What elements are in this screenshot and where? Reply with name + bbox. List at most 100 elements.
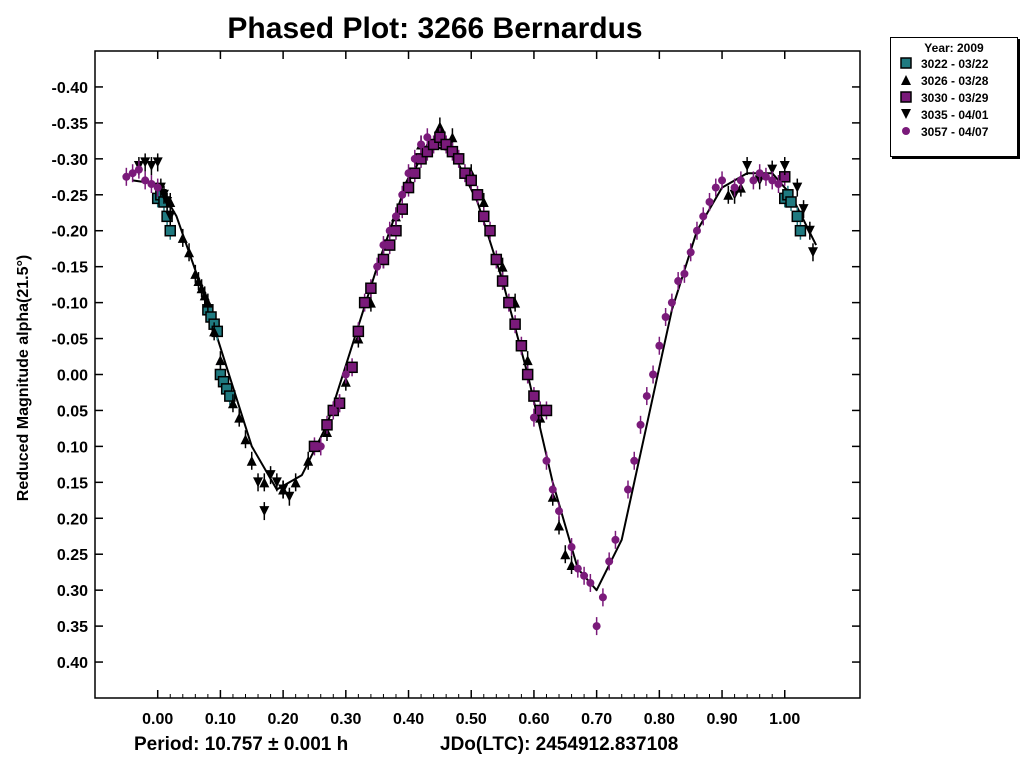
data-point (440, 138, 452, 151)
data-point (321, 419, 333, 431)
data-point (742, 161, 753, 172)
data-point (271, 477, 282, 488)
data-point (184, 247, 195, 258)
data-point (711, 183, 720, 192)
data-point (611, 535, 620, 544)
data-point (421, 145, 434, 158)
data-point (427, 138, 440, 151)
data-point (586, 578, 595, 587)
data-point (385, 226, 394, 235)
data-point (807, 247, 818, 258)
data-point (661, 312, 670, 321)
y-tick-label: 0.15 (57, 475, 88, 492)
y-tick-label: -0.25 (52, 188, 89, 205)
data-point (791, 210, 804, 223)
data-point (396, 203, 409, 215)
x-tick-label: 0.10 (205, 711, 236, 728)
x-tick-label: 0.40 (393, 711, 424, 728)
legend-entry: 3030 - 03/29 (891, 89, 1017, 106)
data-point (554, 520, 565, 531)
data-point (471, 189, 484, 201)
data-point (128, 169, 137, 178)
data-point (290, 477, 301, 488)
square-marker-icon (900, 57, 912, 69)
data-point (792, 182, 803, 193)
data-point (259, 477, 270, 488)
chart-title: Phased Plot: 3266 Bernardus (227, 12, 643, 45)
data-point (692, 226, 701, 235)
axis-ticks: 0.00 0.10 0.20 0.30 0.40 0.50 0.60 0.70 0.80 0.90… (52, 51, 860, 728)
data-point (705, 197, 714, 206)
data-point (529, 413, 538, 422)
data-point (478, 210, 490, 223)
data-point (215, 355, 226, 366)
x-tick-label: 1.00 (769, 711, 800, 728)
data-point (303, 455, 314, 466)
y-tick-label: 0.20 (57, 511, 88, 528)
data-point (636, 420, 645, 429)
data-point (794, 224, 807, 237)
data-point (134, 165, 143, 174)
data-point (605, 557, 614, 566)
legend: Year: 2009 3022 - 03/22 3026 - 03/28 3030 … (890, 37, 1018, 157)
legend-entry: 3022 - 03/22 (891, 55, 1017, 72)
data-point (767, 164, 778, 175)
data-point (555, 507, 564, 516)
data-point (496, 275, 509, 287)
legend-marker (901, 109, 911, 119)
x-tick-label: 0.50 (456, 711, 487, 728)
data-point (316, 442, 325, 451)
data-point (718, 176, 727, 185)
x-tick-label: 0.60 (518, 711, 549, 728)
y-tick-label: -0.05 (52, 332, 89, 349)
data-point (509, 318, 521, 330)
data-point (391, 212, 400, 221)
data-point (560, 549, 571, 560)
data-point (674, 277, 683, 286)
legend-entry: 3057 - 04/07 (891, 123, 1017, 140)
data-point (785, 196, 797, 208)
data-point (490, 253, 503, 266)
data-point (398, 190, 407, 199)
data-point (146, 161, 157, 172)
data-point (459, 167, 471, 179)
data-point (723, 189, 734, 200)
x-tick-label: 0.70 (581, 711, 612, 728)
data-point (404, 169, 413, 178)
x-tick-label: 0.30 (330, 711, 361, 728)
data-point (655, 341, 664, 350)
data-point (548, 485, 557, 494)
data-point (341, 370, 350, 379)
data-point (209, 326, 220, 337)
data-point (177, 232, 188, 243)
y-axis-label: Reduced Magnitude alpha(21.5°) (15, 255, 32, 501)
data-point (623, 485, 632, 494)
data-point (234, 412, 245, 423)
legend-entry-label: 3022 - 03/22 (921, 57, 989, 71)
data-point (567, 543, 576, 552)
legend-marker (902, 127, 910, 135)
data-point (164, 224, 176, 237)
data-point (774, 179, 783, 188)
data-point (736, 176, 745, 185)
data-point (484, 224, 496, 237)
data-point (686, 248, 695, 257)
legend-entry: 3026 - 03/28 (891, 72, 1017, 89)
y-tick-label: -0.10 (52, 296, 89, 313)
data-point (227, 398, 238, 409)
data-point (402, 181, 415, 194)
data-point (158, 189, 169, 200)
data-point (598, 593, 607, 602)
data-point (246, 455, 257, 466)
data-point (365, 282, 377, 294)
data-point (642, 392, 651, 401)
data-point (152, 157, 163, 168)
data-point (417, 140, 426, 149)
data-point (446, 145, 459, 158)
data-point (768, 176, 777, 185)
data-point (540, 404, 553, 417)
data-point (465, 174, 477, 187)
x-tick-label: 0.80 (644, 711, 675, 728)
data-point (259, 506, 270, 517)
data-point (434, 131, 446, 144)
